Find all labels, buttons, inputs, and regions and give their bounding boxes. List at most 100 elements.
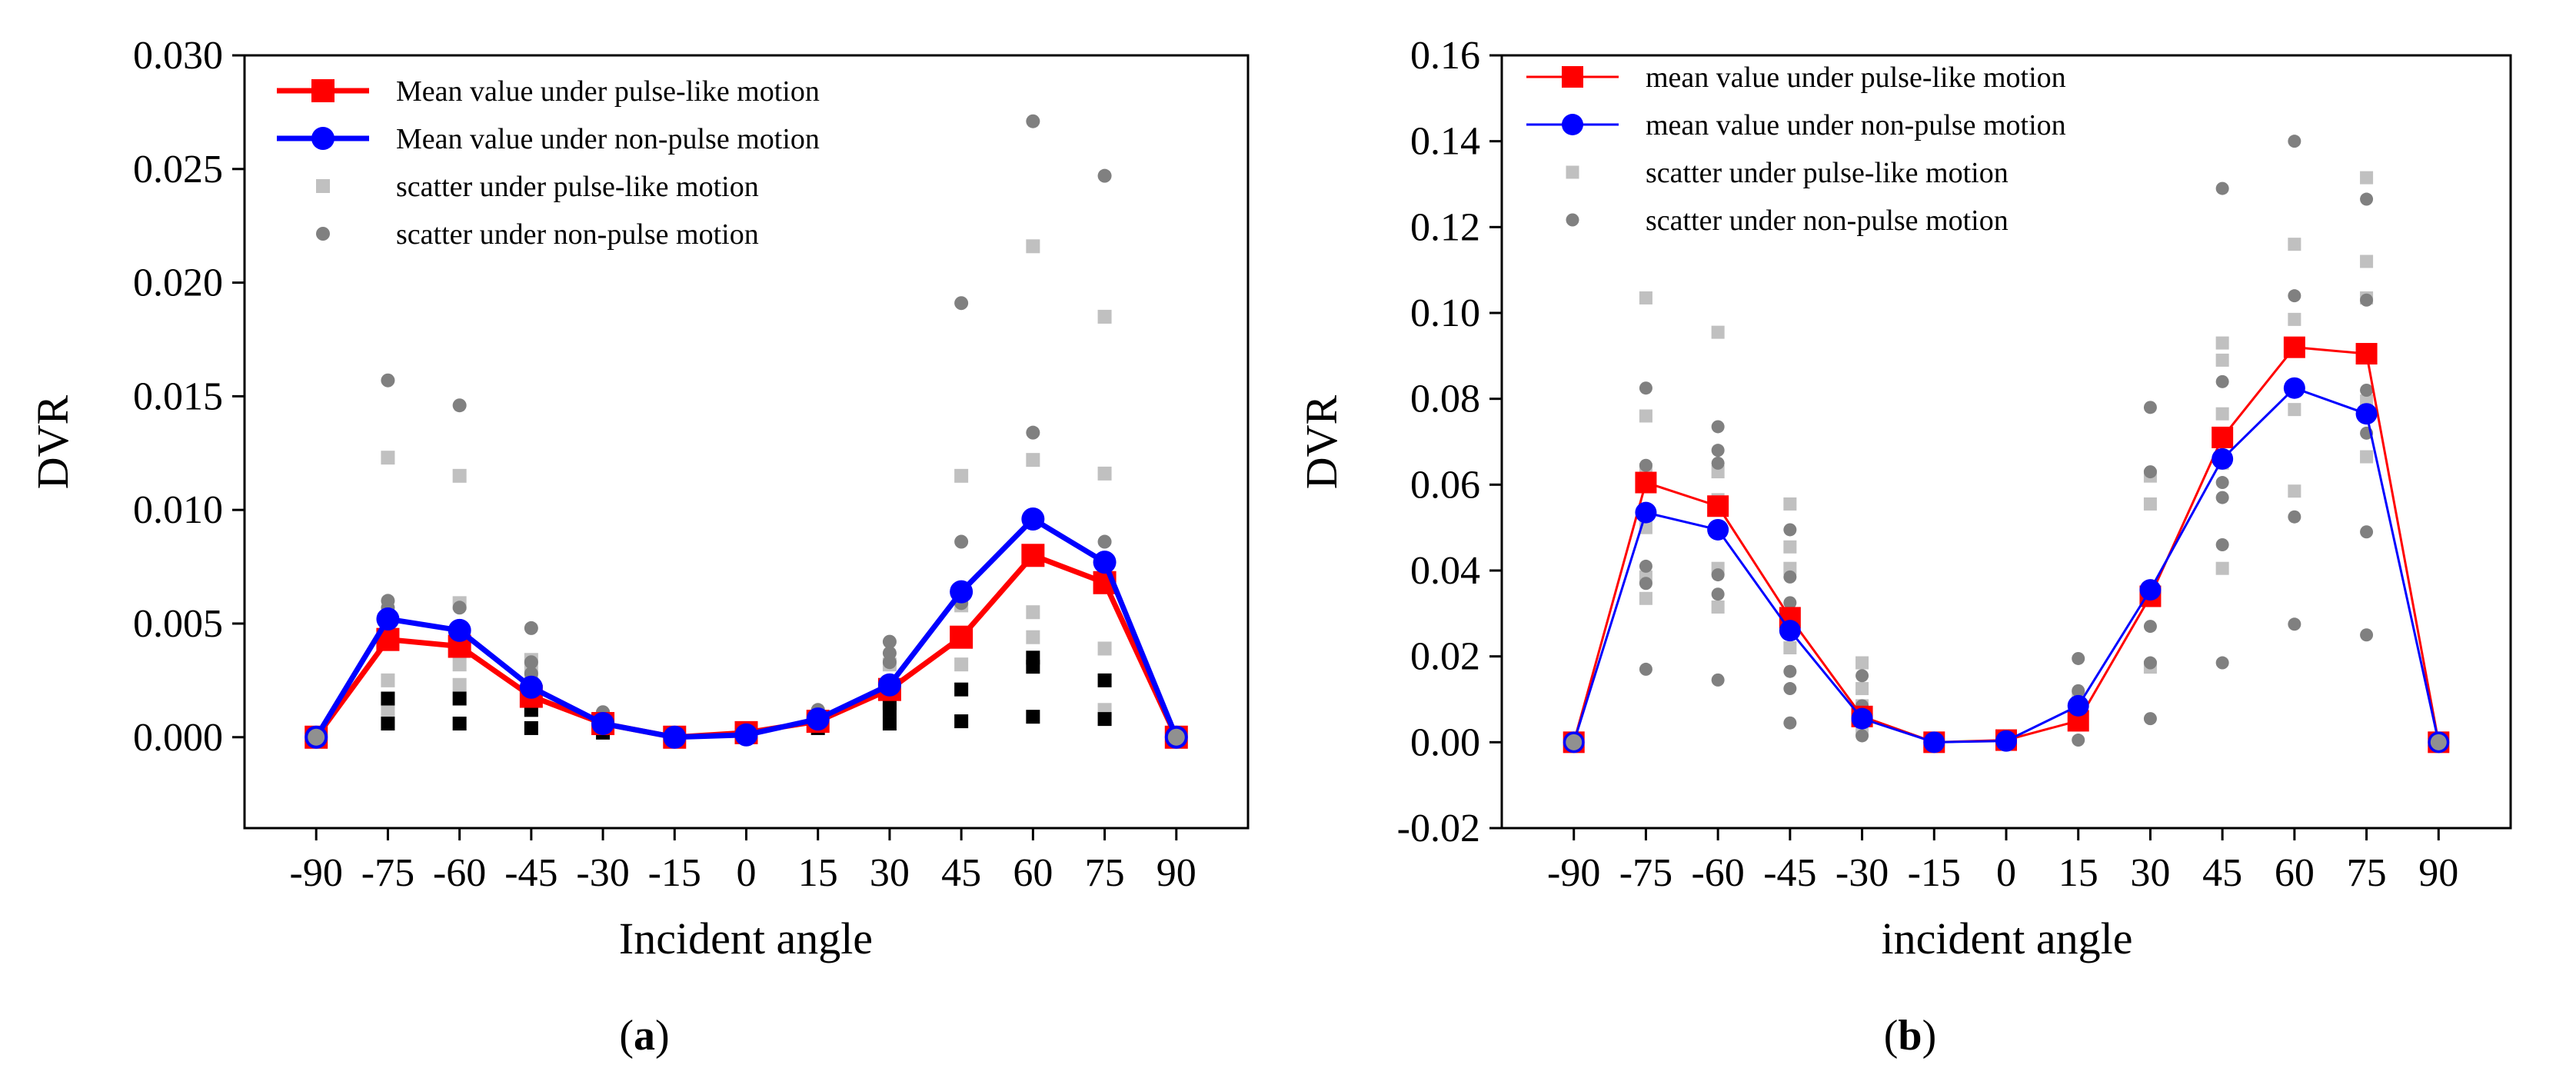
legend-label: scatter under non-pulse motion — [1646, 205, 2009, 237]
scatter-square-point — [882, 717, 897, 731]
x-tick-label: 75 — [1085, 851, 1125, 895]
y-tick-label: -0.02 — [1397, 807, 1480, 850]
scatter-square-point — [1783, 497, 1797, 511]
legend-label: Mean value under non-pulse motion — [396, 123, 820, 155]
panel-label-open: ( — [619, 1012, 634, 1060]
scatter-square-point — [452, 691, 467, 706]
scatter-circle-point — [1783, 664, 1797, 678]
x-tick-label: 75 — [2347, 851, 2387, 895]
scatter-square-point — [1855, 656, 1869, 670]
scatter-circle-point — [524, 655, 538, 670]
scatter-series — [381, 114, 1112, 727]
series-point — [2212, 448, 2234, 470]
scatter-circle-point — [2143, 712, 2157, 726]
scatter-square-point — [1639, 591, 1652, 605]
scatter-square-point — [2215, 353, 2229, 367]
mean-line-series — [305, 507, 1188, 749]
series-point — [663, 725, 687, 749]
series-point — [2283, 377, 2305, 399]
series-point — [2139, 579, 2162, 601]
y-axis-title: DVR — [1296, 394, 1346, 489]
scatter-square-point — [2360, 255, 2374, 268]
scatter-square-point — [1026, 710, 1040, 724]
legend-marker — [1562, 66, 1583, 88]
series-point — [1021, 544, 1045, 567]
series-line — [314, 516, 1180, 740]
scatter-circle-point — [1711, 568, 1725, 582]
scatter-square-point — [1026, 239, 1040, 254]
x-tick-label: -45 — [504, 851, 557, 895]
x-tick-label: -90 — [1547, 851, 1600, 895]
scatter-circle-point — [882, 634, 897, 649]
panel-label-close: ) — [655, 1012, 670, 1060]
legend-marker — [311, 127, 334, 150]
scatter-square-point — [1855, 682, 1869, 696]
scatter-square-point — [1711, 325, 1725, 339]
scatter-square-point — [524, 720, 538, 735]
legend-label: scatter under pulse-like motion — [1646, 157, 2009, 189]
chart-legend: mean value under pulse-like motion mean v… — [1526, 62, 2066, 237]
scatter-circle-point — [2143, 620, 2157, 634]
scatter-square-point — [452, 657, 467, 672]
scatter-square-point — [1097, 309, 1112, 324]
series-line — [1573, 387, 2440, 744]
series-line — [314, 552, 1179, 740]
scatter-circle-point — [1639, 381, 1652, 395]
series-point — [2283, 336, 2305, 358]
scatter-circle-point — [2288, 617, 2301, 631]
scatter-square-point — [954, 468, 969, 483]
scatter-circle-point — [2143, 465, 2157, 479]
scatter-circle-point — [882, 655, 897, 670]
scatter-circle-point — [2215, 374, 2229, 388]
legend-marker — [316, 227, 330, 241]
series-point — [1635, 501, 1657, 524]
legend-label: scatter under pulse-like motion — [396, 171, 759, 203]
scatter-square-point — [381, 451, 395, 465]
scatter-circle-point — [2360, 628, 2374, 642]
series-point — [877, 673, 901, 697]
series-point — [950, 580, 973, 604]
x-tick-label: -75 — [361, 851, 414, 895]
chart-legend: Mean value under pulse-like motion Mean v… — [277, 75, 820, 251]
series-point — [2067, 694, 2089, 717]
series-point — [448, 618, 471, 642]
scatter-square-point — [452, 717, 467, 731]
scatter-square-point — [2288, 484, 2301, 498]
x-tick-label: 0 — [1996, 851, 2016, 895]
x-tick-label: -15 — [1908, 851, 1961, 895]
x-tick-label: 90 — [1157, 851, 1196, 895]
series-point — [1093, 551, 1117, 574]
scatter-circle-point — [954, 534, 969, 549]
scatter-square-point — [1639, 409, 1652, 423]
scatter-square-point — [381, 703, 395, 717]
scatter-circle-point — [2143, 401, 2157, 414]
series-point — [1851, 707, 1873, 730]
panel-label-letter: b — [1898, 1012, 1922, 1060]
series-point — [734, 723, 758, 747]
scatter-square-point — [381, 673, 395, 687]
legend-marker — [316, 179, 330, 193]
x-tick-label: -15 — [648, 851, 701, 895]
series-point — [1021, 507, 1045, 531]
scatter-series — [381, 239, 1112, 735]
chart-marks — [305, 114, 1188, 749]
series-point — [1707, 518, 1729, 541]
scatter-square-point — [2215, 561, 2229, 575]
legend-marker — [1562, 114, 1583, 135]
chart-panel-b: -90 -75 -60 -45 -30 -15 0 15 30 45 60 75 90 -0.02 0.00… — [1296, 34, 2512, 1060]
scatter-circle-point — [1783, 716, 1797, 730]
scatter-square-point — [2215, 336, 2229, 350]
y-tick-label: 0.005 — [133, 602, 223, 646]
y-tick-label: 0.08 — [1410, 378, 1480, 421]
mean-line-series — [1563, 377, 2450, 754]
scatter-square-point — [1639, 291, 1652, 304]
scatter-series — [1639, 171, 2374, 737]
x-tick-label: 45 — [2202, 851, 2242, 895]
x-tick-label: 60 — [1013, 851, 1053, 895]
scatter-square-point — [882, 703, 897, 717]
y-tick-label: 0.030 — [133, 34, 223, 78]
y-tick-label: 0.10 — [1410, 291, 1480, 335]
y-tick-label: 0.00 — [1410, 720, 1480, 764]
x-tick-label: -30 — [576, 851, 629, 895]
